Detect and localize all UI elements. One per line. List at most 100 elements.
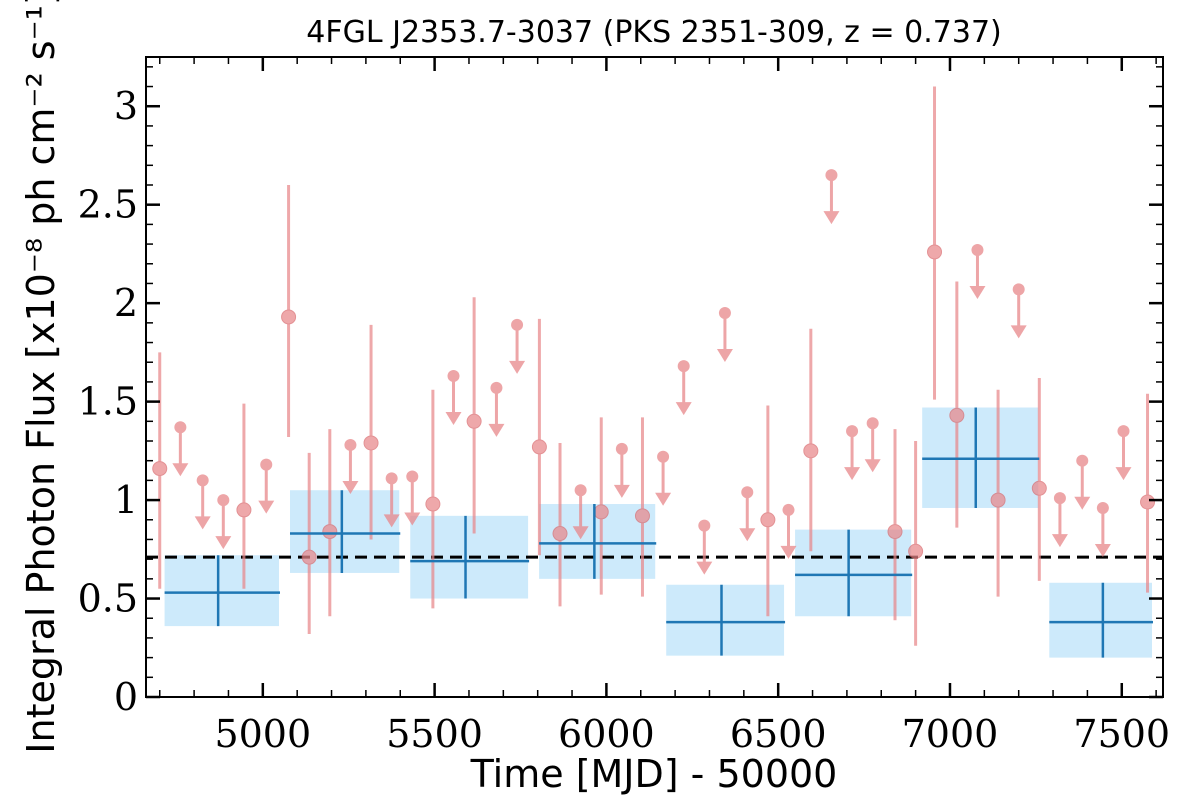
upper-limit-21 bbox=[969, 243, 986, 299]
upper-limit-arrow-23 bbox=[1051, 534, 1068, 548]
upper-limit-12 bbox=[655, 450, 672, 506]
y-tick-label-3: 1.5 bbox=[78, 380, 138, 424]
flux-point-3 bbox=[301, 452, 317, 634]
flux-point-17 bbox=[949, 281, 965, 528]
upper-limit-26 bbox=[1115, 425, 1132, 481]
upper-limit-arrow-13 bbox=[675, 402, 692, 416]
upper-limit-0 bbox=[172, 421, 189, 477]
y-tick-label-0: 0 bbox=[114, 675, 138, 719]
flux-point-5 bbox=[363, 324, 379, 540]
flux-point-6 bbox=[425, 389, 441, 609]
flux-point-11 bbox=[634, 417, 650, 597]
upper-limit-arrow-17 bbox=[780, 545, 797, 559]
flux-point-marker-12 bbox=[760, 512, 776, 528]
flux-point-marker-16 bbox=[927, 244, 943, 260]
flux-point-marker-19 bbox=[1031, 480, 1047, 496]
upper-limit-22 bbox=[1010, 283, 1027, 339]
upper-limit-6 bbox=[404, 470, 421, 526]
x-tick-label-1: 5500 bbox=[386, 712, 483, 756]
upper-limit-10 bbox=[572, 484, 589, 540]
x-tick-label-3: 6500 bbox=[730, 712, 827, 756]
upper-limit-arrow-12 bbox=[655, 492, 672, 506]
upper-limit-20 bbox=[864, 417, 881, 473]
upper-limit-4 bbox=[342, 438, 359, 494]
upper-limit-arrow-5 bbox=[383, 514, 400, 528]
upper-limit-arrow-0 bbox=[172, 463, 189, 477]
upper-limit-9 bbox=[509, 318, 526, 374]
flux-point-2 bbox=[281, 185, 297, 438]
upper-limit-arrow-6 bbox=[404, 512, 421, 526]
y-tick-label-4: 2 bbox=[114, 281, 138, 325]
upper-limit-arrow-15 bbox=[716, 349, 733, 362]
flux-point-marker-17 bbox=[949, 407, 965, 423]
flux-point-8 bbox=[531, 318, 547, 556]
flux-point-18 bbox=[990, 389, 1006, 597]
upper-limit-arrow-26 bbox=[1115, 467, 1132, 481]
flux-point-19 bbox=[1031, 377, 1047, 581]
upper-limit-17 bbox=[780, 503, 797, 559]
upper-limit-arrow-8 bbox=[488, 423, 505, 437]
flux-point-16 bbox=[927, 86, 943, 400]
upper-limit-arrow-19 bbox=[844, 467, 861, 481]
flux-point-14 bbox=[887, 429, 903, 621]
upper-limit-arrow-9 bbox=[509, 360, 526, 374]
upper-limit-arrow-2 bbox=[215, 536, 232, 550]
upper-limit-arrow-21 bbox=[969, 285, 986, 299]
upper-limit-arrow-18 bbox=[823, 211, 840, 225]
flux-points bbox=[152, 86, 1156, 646]
bin-band-0 bbox=[164, 555, 279, 627]
flux-point-4 bbox=[322, 429, 338, 617]
upper-limit-13 bbox=[675, 360, 692, 416]
upper-limit-16 bbox=[739, 486, 756, 542]
flux-point-9 bbox=[552, 442, 568, 607]
axis-ticks: 5000 5500 6000 6500 7000 7500 0 0.5 1 1.5 2 2.5 3 bbox=[78, 57, 1170, 756]
flux-point-marker-6 bbox=[425, 496, 441, 512]
flux-point-marker-15 bbox=[908, 543, 924, 559]
flux-point-10 bbox=[593, 417, 609, 595]
upper-limit-14 bbox=[696, 519, 713, 575]
binned-flux-crosses bbox=[164, 407, 1153, 658]
flux-point-marker-2 bbox=[281, 309, 297, 325]
upper-limit-arrow-10 bbox=[572, 526, 589, 540]
y-tick-label-6: 3 bbox=[114, 84, 138, 128]
flux-point-1 bbox=[236, 403, 252, 589]
upper-limit-5 bbox=[383, 472, 400, 528]
upper-limit-7 bbox=[445, 370, 462, 426]
flux-point-marker-7 bbox=[466, 413, 482, 429]
flux-point-marker-8 bbox=[531, 439, 547, 455]
upper-limit-arrow-24 bbox=[1074, 496, 1091, 510]
flux-point-12 bbox=[760, 405, 776, 617]
upper-limit-arrow-4 bbox=[342, 480, 359, 494]
upper-limit-arrow-20 bbox=[864, 459, 881, 473]
upper-limit-25 bbox=[1094, 501, 1111, 557]
upper-limit-3 bbox=[258, 458, 275, 514]
y-tick-label-1: 0.5 bbox=[78, 577, 138, 621]
flux-point-marker-20 bbox=[1140, 494, 1156, 510]
flux-point-marker-3 bbox=[301, 549, 317, 565]
plot-border bbox=[145, 56, 1164, 698]
flux-point-marker-0 bbox=[152, 461, 168, 477]
x-tick-label-4: 7000 bbox=[902, 712, 999, 756]
upper-limit-arrow-3 bbox=[258, 500, 275, 514]
plot-frame bbox=[145, 56, 1164, 698]
upper-limit-arrow-11 bbox=[613, 484, 630, 498]
upper-limit-15 bbox=[716, 307, 733, 362]
flux-point-20 bbox=[1140, 393, 1156, 593]
flux-point-marker-4 bbox=[322, 524, 338, 540]
chart-title: 4FGL J2353.7-3037 (PKS 2351-309, z = 0.7… bbox=[306, 15, 1001, 50]
upper-limit-18 bbox=[823, 169, 840, 225]
flux-point-marker-9 bbox=[552, 526, 568, 542]
upper-limit-arrow-25 bbox=[1094, 543, 1111, 557]
upper-limit-8 bbox=[488, 381, 505, 437]
upper-limit-arrow-22 bbox=[1010, 325, 1027, 339]
upper-limit-arrow-14 bbox=[696, 561, 713, 575]
upper-limit-1 bbox=[194, 474, 211, 530]
flux-point-marker-11 bbox=[634, 508, 650, 524]
x-tick-label-5: 7500 bbox=[1073, 712, 1170, 756]
upper-limit-11 bbox=[613, 442, 630, 498]
y-axis-label: Integral Photon Flux [x10⁻⁸ ph cm⁻² s⁻¹] bbox=[19, 0, 63, 754]
upper-limit-24 bbox=[1074, 454, 1091, 510]
flux-point-13 bbox=[803, 328, 819, 552]
upper-limit-arrow-7 bbox=[445, 412, 462, 426]
flux-point-7 bbox=[466, 297, 482, 534]
